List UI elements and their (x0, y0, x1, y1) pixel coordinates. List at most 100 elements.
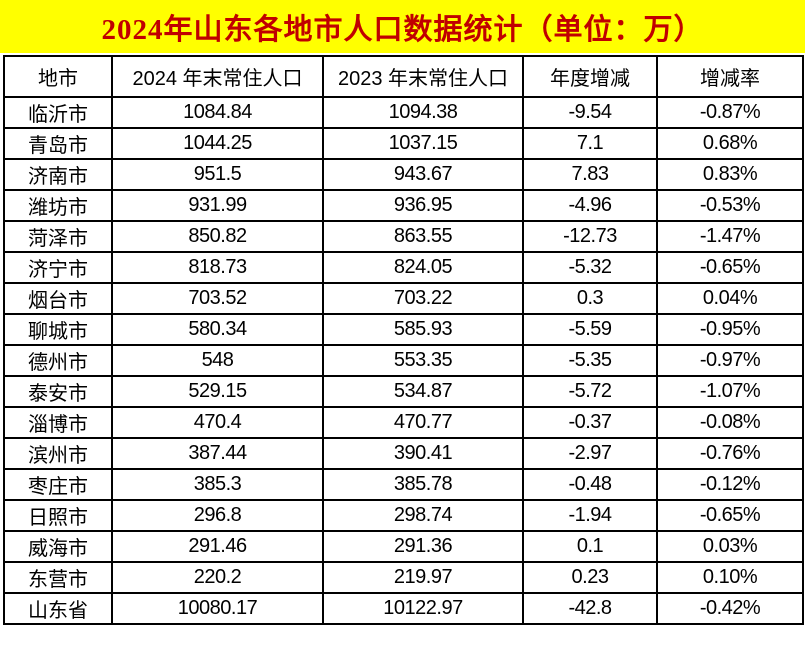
value-cell: 936.95 (322, 189, 524, 222)
title-banner: 2024年山东各地市人口数据统计（单位：万） (0, 0, 805, 53)
value-cell: 0.1 (522, 530, 658, 563)
value-cell: 470.77 (322, 406, 524, 439)
value-cell: -9.54 (522, 96, 658, 129)
table-row: 山东省 10080.17 10122.97 -42.8 -0.42% (3, 592, 804, 625)
city-name-cell: 临沂市 (3, 96, 113, 129)
value-cell: -0.37 (522, 406, 658, 439)
column-header: 增减率 (656, 55, 804, 98)
city-name-cell: 威海市 (3, 530, 113, 563)
column-header: 2023 年末常住人口 (322, 55, 524, 98)
city-name-cell: 枣庄市 (3, 468, 113, 501)
city-name-cell: 山东省 (3, 592, 113, 625)
table-row: 威海市 291.46 291.36 0.1 0.03% (3, 530, 804, 563)
header-row: 地市 2024 年末常住人口 2023 年末常住人口 年度增减 增减率 (3, 55, 804, 98)
value-cell: 818.73 (111, 251, 324, 284)
city-name-cell: 德州市 (3, 344, 113, 377)
page-title: 2024年山东各地市人口数据统计（单位：万） (101, 13, 704, 46)
value-cell: -0.08% (656, 406, 804, 439)
column-header: 2024 年末常住人口 (111, 55, 324, 98)
table-row: 日照市 296.8 298.74 -1.94 -0.65% (3, 499, 804, 532)
table-row: 济南市 951.5 943.67 7.83 0.83% (3, 158, 804, 191)
column-header: 地市 (3, 55, 113, 98)
value-cell: 863.55 (322, 220, 524, 253)
value-cell: -0.76% (656, 437, 804, 470)
value-cell: 943.67 (322, 158, 524, 191)
table-row: 菏泽市 850.82 863.55 -12.73 -1.47% (3, 220, 804, 253)
value-cell: 0.04% (656, 282, 804, 315)
value-cell: 1037.15 (322, 127, 524, 160)
city-name-cell: 淄博市 (3, 406, 113, 439)
value-cell: 10122.97 (322, 592, 524, 625)
value-cell: -0.12% (656, 468, 804, 501)
value-cell: -0.48 (522, 468, 658, 501)
city-name-cell: 烟台市 (3, 282, 113, 315)
value-cell: 553.35 (322, 344, 524, 377)
table-row: 枣庄市 385.3 385.78 -0.48 -0.12% (3, 468, 804, 501)
value-cell: -0.42% (656, 592, 804, 625)
value-cell: 0.3 (522, 282, 658, 315)
value-cell: -5.35 (522, 344, 658, 377)
value-cell: 296.8 (111, 499, 324, 532)
value-cell: 219.97 (322, 561, 524, 594)
table-row: 临沂市 1084.84 1094.38 -9.54 -0.87% (3, 96, 804, 129)
value-cell: 1094.38 (322, 96, 524, 129)
value-cell: 534.87 (322, 375, 524, 408)
table-row: 潍坊市 931.99 936.95 -4.96 -0.53% (3, 189, 804, 222)
value-cell: 529.15 (111, 375, 324, 408)
value-cell: 298.74 (322, 499, 524, 532)
table-row: 东营市 220.2 219.97 0.23 0.10% (3, 561, 804, 594)
value-cell: 931.99 (111, 189, 324, 222)
value-cell: -0.65% (656, 499, 804, 532)
value-cell: 387.44 (111, 437, 324, 470)
value-cell: 1044.25 (111, 127, 324, 160)
city-name-cell: 济宁市 (3, 251, 113, 284)
column-header: 年度增减 (522, 55, 658, 98)
value-cell: 548 (111, 344, 324, 377)
value-cell: 220.2 (111, 561, 324, 594)
value-cell: -42.8 (522, 592, 658, 625)
table-row: 聊城市 580.34 585.93 -5.59 -0.95% (3, 313, 804, 346)
value-cell: 580.34 (111, 313, 324, 346)
table-row: 泰安市 529.15 534.87 -5.72 -1.07% (3, 375, 804, 408)
value-cell: 0.23 (522, 561, 658, 594)
city-name-cell: 聊城市 (3, 313, 113, 346)
value-cell: 824.05 (322, 251, 524, 284)
value-cell: 850.82 (111, 220, 324, 253)
value-cell: -1.07% (656, 375, 804, 408)
value-cell: 0.68% (656, 127, 804, 160)
value-cell: -1.94 (522, 499, 658, 532)
value-cell: -12.73 (522, 220, 658, 253)
value-cell: -5.72 (522, 375, 658, 408)
value-cell: 390.41 (322, 437, 524, 470)
city-name-cell: 潍坊市 (3, 189, 113, 222)
value-cell: 951.5 (111, 158, 324, 191)
value-cell: 385.78 (322, 468, 524, 501)
value-cell: 703.22 (322, 282, 524, 315)
value-cell: -1.47% (656, 220, 804, 253)
value-cell: 585.93 (322, 313, 524, 346)
table-container: 地市 2024 年末常住人口 2023 年末常住人口 年度增减 增减率 临沂市 1084.… (0, 53, 805, 625)
value-cell: -2.97 (522, 437, 658, 470)
value-cell: 0.03% (656, 530, 804, 563)
value-cell: 291.36 (322, 530, 524, 563)
value-cell: -0.87% (656, 96, 804, 129)
table-row: 济宁市 818.73 824.05 -5.32 -0.65% (3, 251, 804, 284)
value-cell: -5.32 (522, 251, 658, 284)
city-name-cell: 菏泽市 (3, 220, 113, 253)
table-row: 滨州市 387.44 390.41 -2.97 -0.76% (3, 437, 804, 470)
value-cell: 7.1 (522, 127, 658, 160)
value-cell: 10080.17 (111, 592, 324, 625)
city-name-cell: 日照市 (3, 499, 113, 532)
value-cell: -0.53% (656, 189, 804, 222)
value-cell: -0.97% (656, 344, 804, 377)
value-cell: 7.83 (522, 158, 658, 191)
city-name-cell: 济南市 (3, 158, 113, 191)
value-cell: -0.95% (656, 313, 804, 346)
table-row: 淄博市 470.4 470.77 -0.37 -0.08% (3, 406, 804, 439)
table-row: 德州市 548 553.35 -5.35 -0.97% (3, 344, 804, 377)
city-name-cell: 滨州市 (3, 437, 113, 470)
table-row: 青岛市 1044.25 1037.15 7.1 0.68% (3, 127, 804, 160)
value-cell: 703.52 (111, 282, 324, 315)
value-cell: -5.59 (522, 313, 658, 346)
city-name-cell: 青岛市 (3, 127, 113, 160)
